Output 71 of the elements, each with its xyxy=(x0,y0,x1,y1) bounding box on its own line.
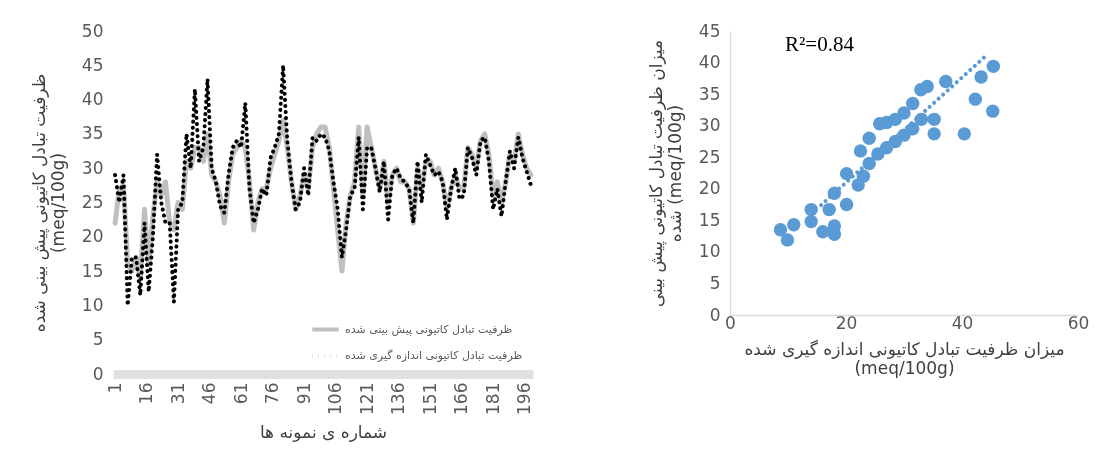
x-tick-label: 166 xyxy=(451,382,472,415)
x-axis-title: شماره ی نمونه ها xyxy=(259,421,388,442)
point xyxy=(822,202,836,217)
point xyxy=(974,70,988,84)
y-tick-label: 35 xyxy=(698,83,721,104)
point xyxy=(862,131,876,145)
point xyxy=(927,127,941,141)
point xyxy=(839,166,854,181)
x-tick-label: 60 xyxy=(1067,312,1090,333)
y-tick-label: 5 xyxy=(709,272,721,293)
x-tick-label: 1 xyxy=(104,382,125,394)
y-tick-label: 40 xyxy=(698,52,721,73)
point xyxy=(804,214,818,229)
y-tick-label: 20 xyxy=(81,226,104,247)
y-tick-label: 30 xyxy=(81,157,104,178)
point xyxy=(862,156,876,171)
x-tick-label: 0 xyxy=(725,312,736,333)
point xyxy=(905,122,920,136)
point xyxy=(914,112,929,127)
y-tick-label: 15 xyxy=(81,260,104,281)
y-tick-label: 25 xyxy=(81,192,104,212)
y-tick-label: 10 xyxy=(81,294,104,315)
y-tick-label: 35 xyxy=(81,123,104,144)
point xyxy=(968,92,983,106)
y-tick-label: 40 xyxy=(81,89,104,110)
point xyxy=(804,202,818,217)
x-tick-label: 20 xyxy=(835,312,858,333)
x-tick-label: 91 xyxy=(293,382,314,405)
y-axis-title: میزان ظرفیت تبادل کاتیونی پیش بینی شده (meq/100g) xyxy=(645,39,685,308)
y-tick-label: 45 xyxy=(698,20,721,41)
y-tick-label: 45 xyxy=(81,54,104,75)
annotation: R²=0.84 xyxy=(785,32,855,56)
y-tick-label: 50 xyxy=(81,20,104,41)
x-tick-label: 76 xyxy=(262,382,283,405)
point xyxy=(986,59,1001,74)
point xyxy=(853,144,868,158)
point xyxy=(839,197,854,212)
point xyxy=(939,74,953,89)
y-tick-label: 5 xyxy=(92,329,104,350)
x-tick-label: 196 xyxy=(514,382,535,415)
point xyxy=(905,96,920,111)
y-tick-label: 10 xyxy=(698,241,721,262)
point xyxy=(914,83,928,97)
x-tick-label: 16 xyxy=(136,382,157,405)
x-tick-label: 106 xyxy=(325,382,346,415)
point xyxy=(927,112,941,127)
line-series xyxy=(113,63,533,308)
point xyxy=(773,223,788,237)
legend-label: ظرفیت تبادل کاتیونی پیش بینی شده xyxy=(345,322,513,336)
y-tick-label: 0 xyxy=(92,363,104,384)
x-tick-label: 40 xyxy=(951,312,974,333)
x-tick-label: 31 xyxy=(167,382,188,405)
x-tick-label: 61 xyxy=(230,382,251,405)
point xyxy=(827,186,842,200)
x-tick-label: 136 xyxy=(388,382,409,415)
y-tick-label: 30 xyxy=(698,115,721,136)
point xyxy=(986,104,1000,118)
y-tick-label: 15 xyxy=(698,209,721,230)
x-tick-label: 121 xyxy=(356,382,377,415)
y-tick-label: 20 xyxy=(698,178,721,199)
point xyxy=(897,106,911,120)
point xyxy=(856,169,871,183)
x-tick-label: 151 xyxy=(419,382,440,415)
y-tick-label: 25 xyxy=(698,146,721,167)
point xyxy=(957,127,972,141)
point xyxy=(780,233,795,247)
x-tick-label: 46 xyxy=(199,382,220,405)
point xyxy=(787,218,801,232)
legend-label: ظرفیت تبادل کاتیونی اندازه گیری شده xyxy=(345,348,523,362)
x-tick-label: 181 xyxy=(482,382,503,415)
point xyxy=(816,225,830,239)
